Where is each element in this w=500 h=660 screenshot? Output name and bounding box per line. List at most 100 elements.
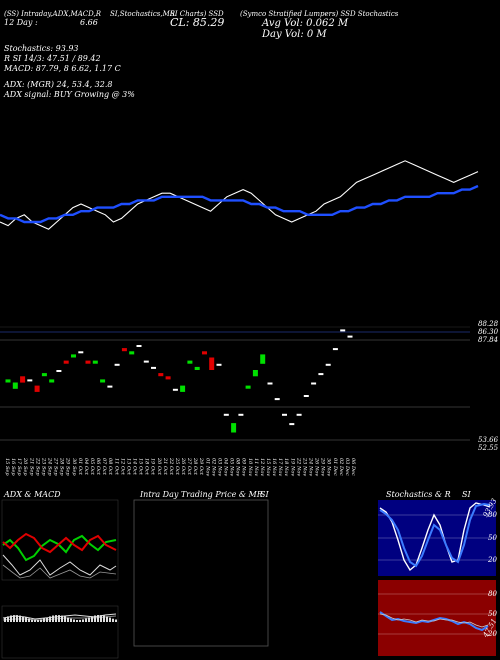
candle [158,373,164,377]
candle [63,360,69,364]
stoch-tick-80: 80 [488,511,497,519]
date-tick-label: 18 Oct [144,458,150,476]
candle [231,423,237,433]
candle [114,363,120,366]
candle [289,423,295,426]
adx-white-line-2 [2,564,117,579]
date-tick-label: 16 Nov [271,458,277,476]
date-tick-label: 08 Nov [235,458,241,476]
macd-bar [103,615,105,622]
macd-bar [97,615,99,622]
candle [260,354,266,364]
macd-bar [58,615,60,622]
stoch-white-line [379,502,491,572]
date-tick-label: 17 Nov [277,458,283,476]
candle [311,382,317,385]
date-tick-label: 25 Oct [174,457,180,476]
candle [41,373,47,377]
moving-average-line [0,184,479,224]
date-tick-label: 02 Nov [210,458,216,476]
date-tick-label: 05 Oct [89,458,95,476]
macd-bar [64,616,66,622]
macd-bar [91,616,93,622]
close-price-label: CL: 85.29 [170,16,225,29]
candle [71,354,76,358]
candle [340,329,346,332]
date-tick-label: 07 Oct [101,458,107,476]
price-label-4: 53.66 [478,436,499,444]
candle [92,360,98,364]
date-tick-label: 15 Sep [4,458,10,476]
stochastics-readout: Stochastics: 93.93 [4,44,79,53]
macd-bar [13,615,15,622]
date-tick-label: 29 Nov [320,457,326,476]
intraday-panel-box [133,499,269,647]
stoch-blue-line [379,502,491,568]
candle [180,385,186,392]
date-tick-label: 20 Sep [22,457,28,476]
macd-signal-line [2,615,117,621]
adx-white-line [2,554,117,576]
mrsi-tick-50: 50 [488,610,497,618]
candle [332,348,338,351]
macd-bar [22,616,24,622]
rsi-readout: R SI 14/3: 47.51 / 89.42 [4,54,101,63]
date-tick-label: 06 Oct [95,458,101,476]
candle [223,413,229,416]
header-12day-value: 6.66 [80,18,98,27]
date-tick-label: 21 Sep [28,457,34,476]
macd-bar [82,619,84,622]
candle [20,376,26,383]
date-tick-label: 19 Nov [289,458,295,476]
header-12day: 12 Day : [4,18,38,27]
candle [49,379,55,383]
date-tick-label: 26 Nov [314,457,320,476]
candle [325,363,331,366]
candle [172,388,178,391]
header-line-1b: SI,Stochastics,MR [110,10,176,18]
candle [187,360,193,364]
date-tick-label: 08 Oct [107,458,113,476]
header-line-1c: SI Charts) SSD [170,10,224,18]
day-vol-label: Day Vol: 0 M [262,29,327,40]
candle [274,398,280,401]
stoch-panel-title-b: SI [462,490,471,499]
mrsi-blue-line [379,611,489,632]
date-tick-label: 21 Oct [162,457,168,476]
price-line [0,160,479,230]
candle [5,379,11,383]
date-tick-label: 10 Nov [247,458,253,476]
candle [34,385,40,392]
price-label-5: 52.55 [478,444,499,452]
macd-bar [37,619,39,622]
candle [100,379,106,383]
stoch-panel-bg [378,500,496,576]
macd-bar [28,618,30,622]
candle [78,351,84,354]
macd-bar [19,615,21,622]
macd-bar [106,616,108,622]
date-tick-label: 03 Dec [344,458,350,476]
candle [56,370,62,372]
candle [121,348,127,352]
macd-bar [88,617,90,622]
macd-bar [46,617,48,622]
candle [27,379,33,382]
macd-bar [43,618,45,622]
macd-bar [52,615,54,622]
date-tick-label: 30 Nov [326,458,332,476]
macd-bar [109,617,111,622]
macd-bar [40,619,42,622]
candle [282,413,287,416]
candle [216,363,222,366]
macd-bar [112,618,114,622]
candle [303,395,309,397]
macd-bar [25,617,27,622]
date-tick-label: 11 Nov [253,458,259,476]
date-tick-label: 02 Dec [338,458,344,476]
main-chart: 15 Sep 16 Sep 17 Sep 20 Sep 21 Sep 22 Sep 23 S… [0,160,479,476]
date-tick-label: 11 Oct [113,458,119,476]
date-tick-label: 22 Sep [34,457,40,476]
candle [136,345,142,347]
candle [165,376,171,380]
